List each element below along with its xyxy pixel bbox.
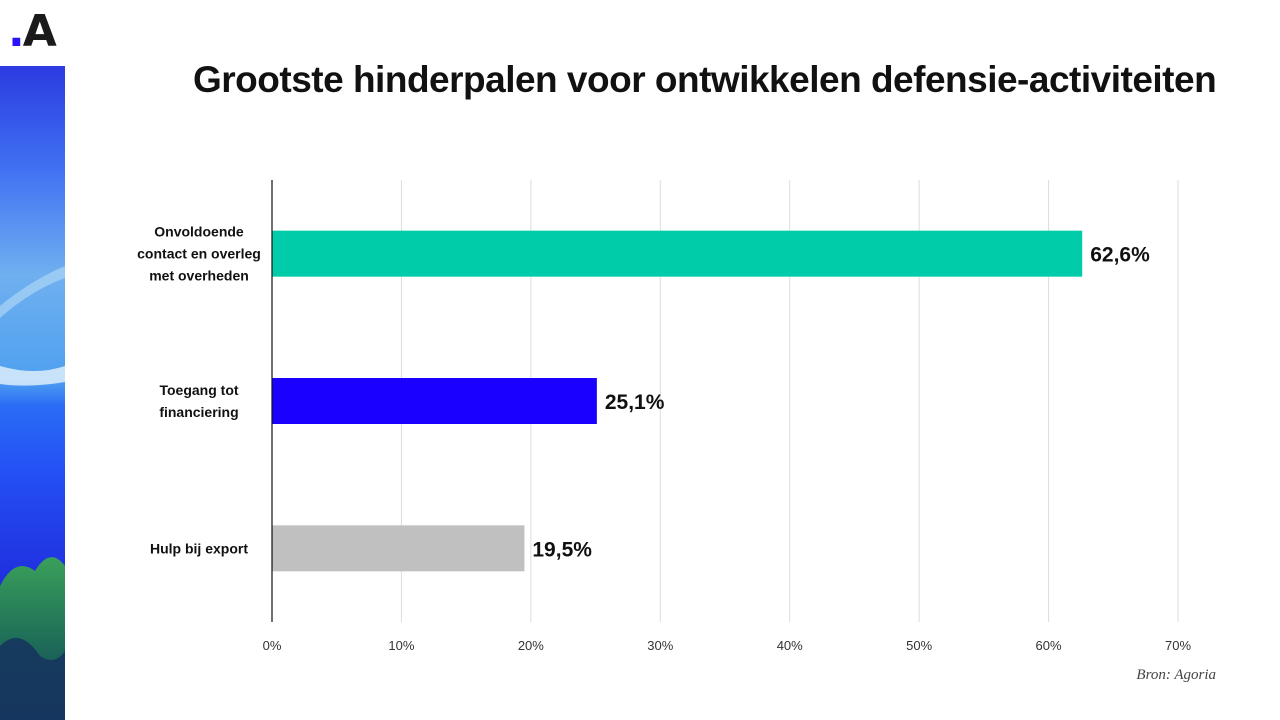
x-tick-label: 50% — [906, 638, 932, 653]
agoria-logo: .A — [8, 10, 58, 54]
x-tick-label: 30% — [647, 638, 673, 653]
x-tick-label: 40% — [777, 638, 803, 653]
category-label-line: contact en overleg — [137, 246, 261, 262]
x-tick-labels: 0% 10% 20% 30% 40% 50% 60% 70% — [263, 638, 1192, 653]
page-title: Grootste hinderpalen voor ontwikkelen de… — [193, 59, 1217, 100]
x-tick-label: 10% — [388, 638, 414, 653]
bar — [272, 525, 525, 572]
category-label-line: Hulp bij export — [150, 540, 248, 556]
bar — [272, 378, 597, 424]
logo-letter: A — [22, 6, 57, 57]
logo-dot: . — [8, 6, 25, 57]
decorative-landscape-strip — [0, 66, 65, 720]
x-tick-label: 0% — [263, 638, 282, 653]
x-tick-label: 60% — [1036, 638, 1062, 653]
source-note: Bron: Agoria — [1136, 667, 1216, 683]
bar — [272, 230, 1083, 277]
category-label: Hulp bij export — [150, 540, 248, 556]
category-labels: Onvoldoende contact en overleg met overhed… — [137, 224, 261, 557]
x-tick-label: 70% — [1165, 638, 1191, 653]
value-labels: 62,6% 25,1% 19,5% — [532, 244, 1150, 562]
bars — [272, 230, 1083, 572]
bar-value-label: 19,5% — [532, 538, 592, 561]
category-label-line: Toegang tot — [159, 382, 238, 398]
category-label-line: Onvoldoende — [154, 224, 244, 240]
category-label: Toegang tot financiering — [159, 382, 239, 420]
bar-value-label: 25,1% — [605, 391, 665, 414]
landscape-illustration — [0, 66, 65, 720]
category-label: Onvoldoende contact en overleg met overhed… — [137, 224, 261, 284]
category-label-line: financiering — [159, 404, 238, 420]
bar-value-label: 62,6% — [1090, 244, 1150, 267]
category-label-line: met overheden — [149, 268, 249, 284]
x-tick-label: 20% — [518, 638, 544, 653]
